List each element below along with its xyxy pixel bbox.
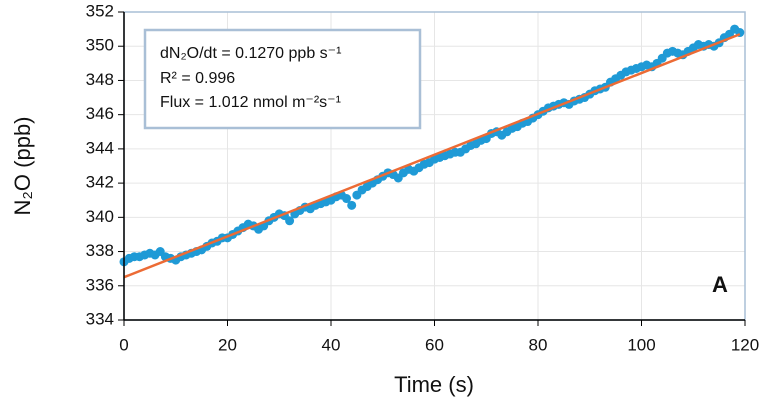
annotation: Flux = 1.012 nmol m⁻²s⁻¹ [160, 94, 341, 111]
annotation-box [143, 28, 422, 130]
y-tick-label: 346 [86, 104, 114, 123]
y-tick-label: 348 [86, 70, 114, 89]
x-tick-label: 120 [731, 335, 759, 354]
y-tick-label: 334 [86, 309, 114, 328]
panel-label: A [712, 272, 728, 297]
x-tick-label: 0 [119, 335, 128, 354]
y-tick-label: 342 [86, 173, 114, 192]
y-tick-label: 352 [86, 1, 114, 20]
y-tick-label: 350 [86, 36, 114, 55]
annotation: dN₂O/dt = 0.1270 ppb s⁻¹ [160, 45, 341, 62]
x-tick-label: 20 [218, 335, 237, 354]
y-axis-label: N₂O (ppb) [10, 116, 35, 215]
y-tick-label: 336 [86, 275, 114, 294]
y-tick-label: 338 [86, 241, 114, 260]
data-point [347, 200, 357, 210]
x-axis-label: Time (s) [394, 372, 474, 397]
fit-line [123, 33, 741, 279]
data-point [342, 194, 352, 204]
data-point [285, 216, 295, 226]
x-tick-label: 100 [627, 335, 655, 354]
annotation: R² = 0.996 [160, 70, 235, 87]
ticks: 334 336 338 340 342 344 346 348 350 352 0 20 40 60 80 1… [86, 1, 760, 354]
x-tick-label: 60 [425, 335, 444, 354]
y-tick-label: 344 [86, 138, 114, 157]
x-tick-label: 80 [529, 335, 548, 354]
x-tick-label: 40 [322, 335, 341, 354]
y-tick-label: 340 [86, 207, 114, 226]
marks [119, 24, 745, 279]
